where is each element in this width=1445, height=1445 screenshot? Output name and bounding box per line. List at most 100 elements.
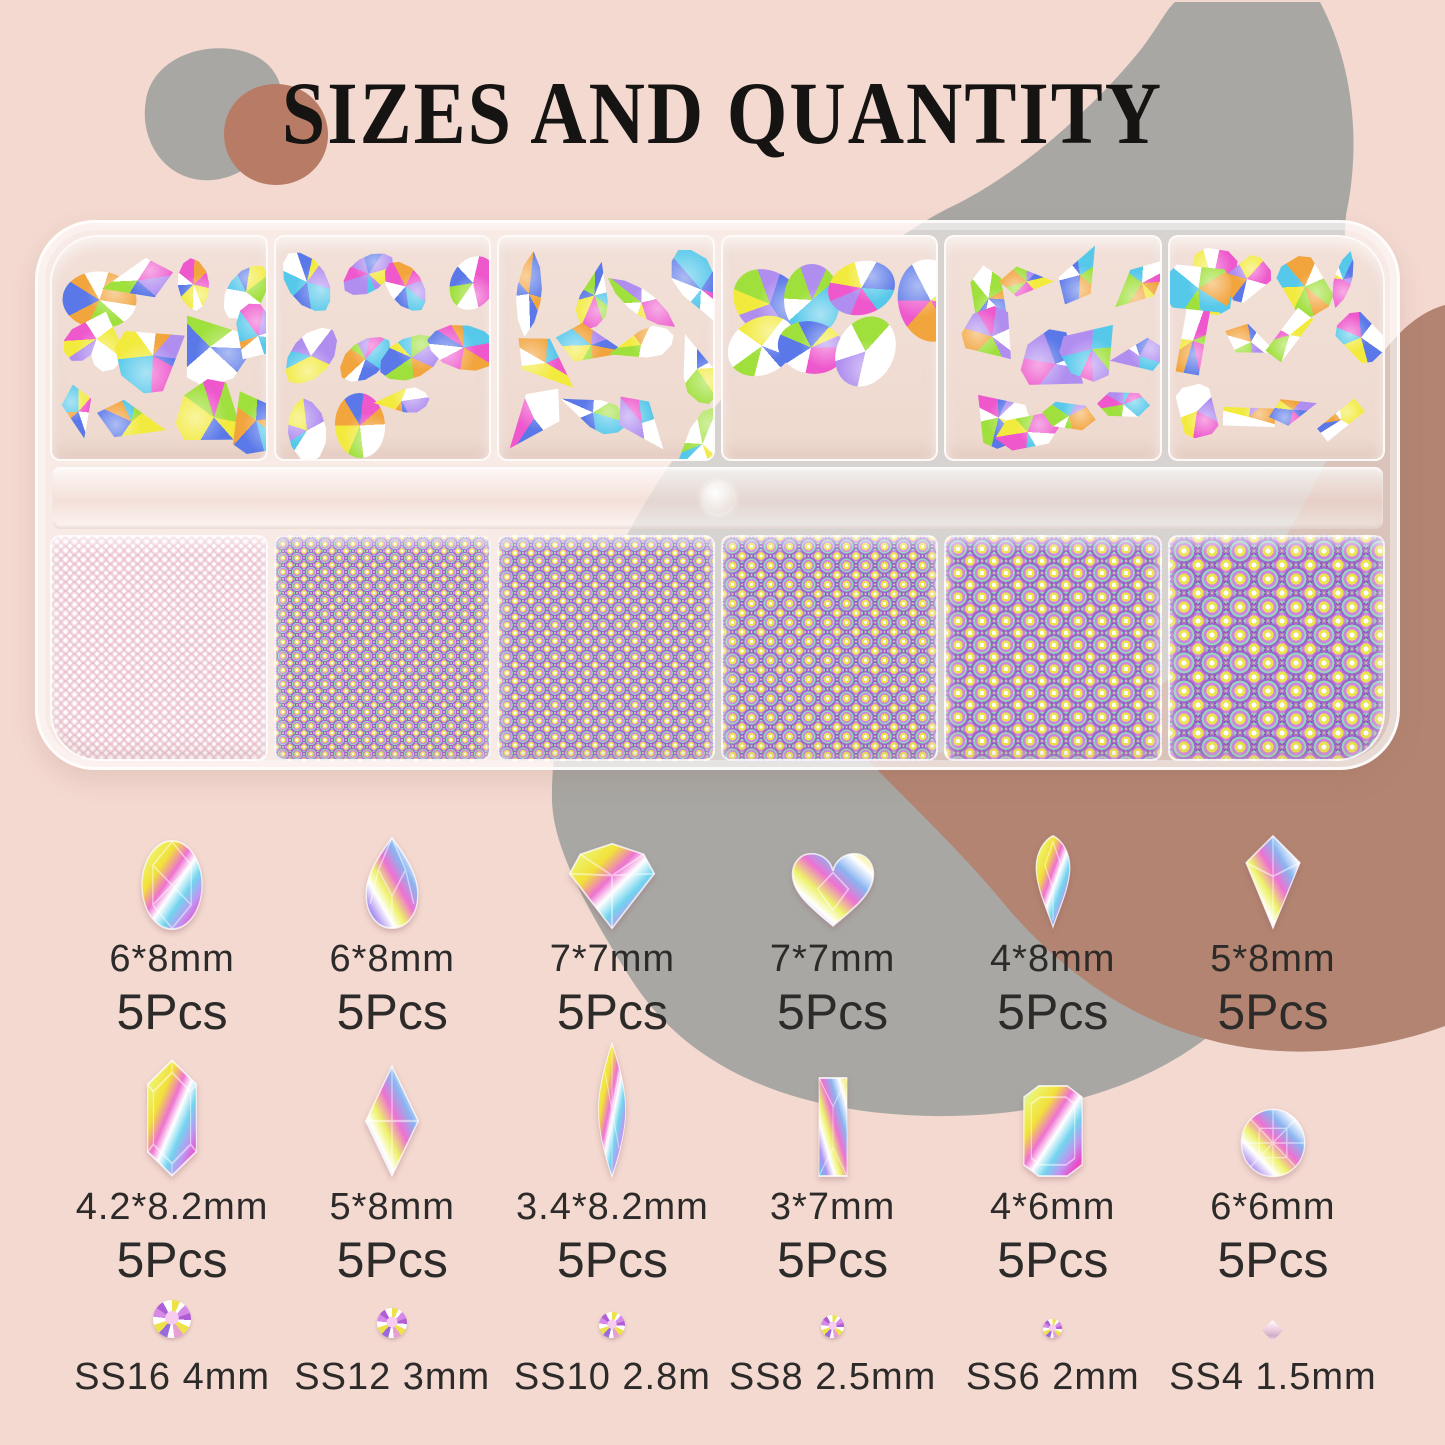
case-compartment-round-5: [1167, 535, 1385, 761]
pear-rhinestone: [422, 312, 491, 382]
case-compartment-shapes-2: [273, 235, 491, 461]
gem-quantity-label: 5Pcs: [336, 984, 448, 1040]
oval-gem-icon: [141, 840, 203, 930]
pear-gem-icon: [365, 836, 419, 930]
gem-size-label: 7*7mm: [549, 938, 676, 980]
legend-item: SS10 2.8m: [502, 1276, 722, 1399]
emerald-rhinestone: [1330, 307, 1385, 369]
heart-gem-icon: [791, 852, 874, 927]
legend-item: 4*6mm 5Pcs: [943, 1040, 1163, 1289]
case-compartment-shapes-4: [720, 235, 938, 461]
legend-item: 3.4*8.2mm 5Pcs: [502, 1040, 722, 1289]
case-compartment-shapes-3: [497, 235, 715, 461]
rhombus-rhinestone: [1101, 243, 1162, 322]
legend-item: 7*7mm 5Pcs: [723, 798, 943, 1041]
gem-size-label: 5*8mm: [1210, 938, 1336, 980]
gem-size-label: 6*6mm: [1210, 1186, 1336, 1228]
case-hinge: [52, 467, 1383, 529]
gem-size-label: 5*8mm: [329, 1186, 455, 1228]
emerald-rhinestone: [1168, 263, 1234, 315]
marquise-gem-icon: [598, 1042, 627, 1178]
legend-item: 4.2*8.2mm 5Pcs: [62, 1040, 282, 1289]
hexagon-gem-icon: [147, 1059, 198, 1177]
gem-quantity-label: 5Pcs: [116, 1232, 228, 1288]
gem-quantity-label: 5Pcs: [336, 1232, 448, 1288]
gem-quantity-label: 5Pcs: [997, 984, 1109, 1040]
case-top-row: [50, 235, 1385, 461]
legend-item: SS12 3mm: [282, 1276, 502, 1399]
ss-size-label: SS8 2.5mm: [728, 1356, 937, 1398]
legend-item: 5*8mm 5Pcs: [1163, 798, 1383, 1041]
case-compartment-round-2: [497, 535, 715, 761]
kite-rhinestone: [92, 391, 172, 452]
legend-item: SS6 2mm: [943, 1276, 1163, 1399]
drop-rhinestone: [654, 237, 715, 344]
gem-quantity-label: 5Pcs: [556, 1232, 668, 1288]
baguette-rhinestone: [1316, 397, 1366, 443]
hexagon-rhinestone: [1096, 390, 1150, 419]
gem-quantity-label: 5Pcs: [116, 984, 228, 1040]
case-compartment-round-4: [944, 535, 1162, 761]
legend-item: 6*8mm 5Pcs: [62, 798, 282, 1041]
gem-quantity-label: 5Pcs: [1217, 1232, 1329, 1288]
kite-rhinestone: [1046, 236, 1113, 314]
gem-quantity-label: 5Pcs: [1217, 984, 1329, 1040]
ss-size-label: SS12 3mm: [294, 1356, 491, 1398]
round-crystal-icon: [377, 1308, 408, 1338]
gem-quantity-label: 5Pcs: [556, 984, 668, 1040]
legend-item: 3*7mm 5Pcs: [723, 1040, 943, 1289]
gem-size-label: 3*7mm: [769, 1186, 896, 1228]
case-compartment-micro-crystals: [50, 535, 268, 761]
case-compartment-shapes-1: [50, 235, 268, 461]
legend-row-3: SS16 4mm SS12 3mm SS10 2.8m SS8 2.5mm SS…: [0, 1276, 1445, 1399]
large-brown-blob: [864, 305, 1445, 1052]
emerald-cut-gem-icon: [1022, 1084, 1083, 1178]
gem-size-label: 4.2*8.2mm: [75, 1186, 269, 1228]
round-crystal-icon: [1043, 1319, 1063, 1338]
rhombus-gem-icon: [365, 1064, 420, 1178]
kite-gem-icon: [1245, 834, 1301, 930]
pear-rhinestone: [171, 256, 215, 313]
gem-size-label: 6*8mm: [329, 938, 455, 980]
page-title: SIZES AND QUANTITY: [281, 63, 1164, 163]
legend-row-2: 4.2*8.2mm 5Pcs 5*8mm 5Pcs 3.4*8.2mm 5Pcs…: [0, 1040, 1445, 1289]
emerald-rhinestone: [1173, 382, 1221, 441]
legend-item: 6*6mm 5Pcs: [1163, 1040, 1383, 1289]
legend-item: 4*8mm 5Pcs: [943, 798, 1163, 1041]
kite-rhinestone: [999, 264, 1054, 299]
rhinestone-case: [35, 220, 1400, 770]
round-crystal-icon: [599, 1312, 626, 1338]
case-compartment-shapes-6: [1167, 235, 1385, 461]
latch-dot: [701, 482, 734, 514]
round-crystal-icon: [821, 1315, 845, 1338]
oval-rhinestone: [441, 248, 491, 318]
case-bottom-row: [50, 535, 1385, 761]
legend-item: 5*8mm 5Pcs: [282, 1040, 502, 1289]
legend-item: 7*7mm 5Pcs: [502, 798, 722, 1041]
round-crystal-icon: [153, 1300, 192, 1338]
round-checker-gem-icon: [1240, 1108, 1306, 1178]
gem-size-label: 4*6mm: [990, 1186, 1116, 1228]
gem-quantity-label: 5Pcs: [997, 1232, 1109, 1288]
ss-size-label: SS16 4mm: [74, 1356, 271, 1398]
kite-rhinestone: [1107, 332, 1162, 380]
legend-item: SS4 1.5mm: [1163, 1276, 1383, 1399]
legend-item: 6*8mm 5Pcs: [282, 798, 502, 1041]
kite-rhinestone: [497, 373, 578, 461]
gem-size-label: 7*7mm: [769, 938, 896, 980]
case-compartment-shapes-5: [944, 235, 1162, 461]
baguette-gem-icon: [818, 1077, 847, 1177]
case-compartment-round-1: [273, 535, 491, 761]
gem-size-label: 6*8mm: [109, 938, 235, 980]
kite-rhinestone: [55, 381, 101, 442]
gem-quantity-label: 5Pcs: [776, 984, 889, 1040]
ss-size-label: SS6 2mm: [965, 1356, 1140, 1398]
emerald-rhinestone: [1272, 250, 1338, 322]
terracotta-circle-blob: [224, 84, 328, 185]
drop-rhinestone: [566, 257, 622, 333]
marquise-rhinestone: [598, 265, 685, 340]
diamond-gem-icon: [569, 842, 656, 930]
case-compartment-round-3: [720, 535, 938, 761]
pear-rhinestone: [274, 314, 353, 398]
